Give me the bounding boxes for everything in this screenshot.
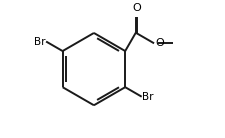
Text: Br: Br — [34, 37, 45, 47]
Text: Br: Br — [142, 92, 153, 102]
Text: O: O — [132, 3, 140, 14]
Text: O: O — [155, 38, 164, 48]
